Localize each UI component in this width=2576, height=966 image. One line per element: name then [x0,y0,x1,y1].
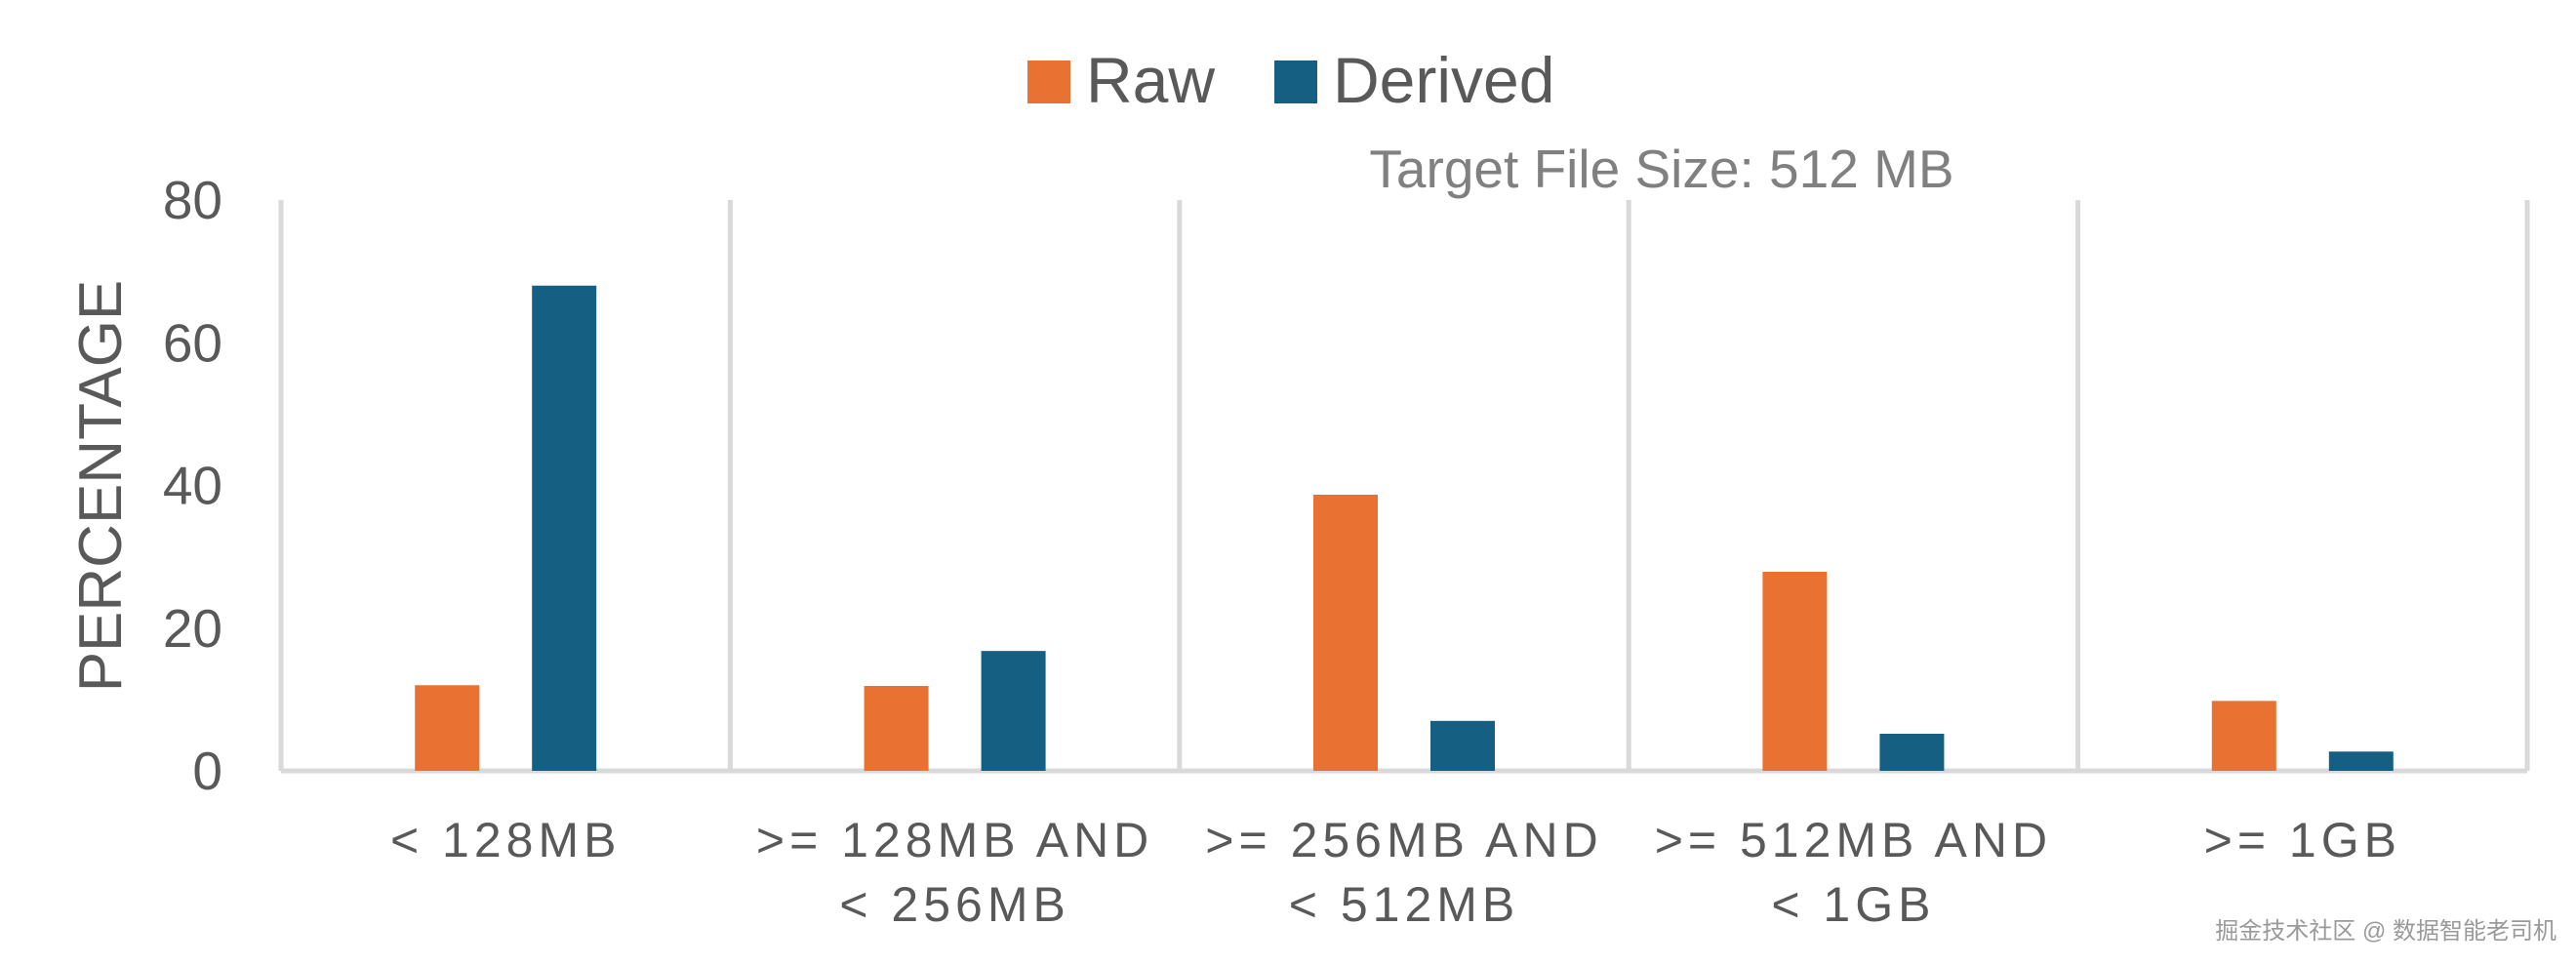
x-category-label: >= 128MB AND [756,813,1153,867]
y-tick-label: 20 [163,598,222,659]
y-tick-label: 40 [163,456,222,516]
bar-derived-2 [981,651,1046,771]
category-separators [278,200,2530,771]
bar-derived-5 [2328,751,2394,771]
x-category-label: >= 256MB AND [1205,813,1602,867]
y-tick-label: 0 [192,741,222,801]
bar-raw-4 [1762,571,1828,771]
x-category-label: < 256MB [839,877,1070,932]
bar-raw-1 [415,685,480,771]
watermark: 掘金技术社区 @ 数据智能老司机 [2215,918,2556,945]
bar-raw-2 [864,685,929,771]
bar-derived-3 [1430,720,1495,771]
legend-label-raw: Raw [1086,44,1215,116]
x-category-label: >= 512MB AND [1655,813,2052,867]
x-category-label: < 1GB [1771,877,1935,932]
y-axis-ticks: 0 20 40 60 80 [163,170,222,801]
x-axis-categories: < 128MB >= 128MB AND < 256MB >= 256MB AND < … [390,813,2401,932]
y-tick-label: 80 [163,170,222,230]
legend-swatch-derived [1274,60,1317,103]
x-category-label: >= 1GB [2204,813,2401,867]
legend-swatch-raw [1027,60,1070,103]
x-category-label: < 128MB [390,813,622,867]
bars [415,285,2394,771]
bar-derived-1 [532,285,597,771]
x-category-label: < 512MB [1289,877,1520,932]
legend: Raw Derived [1027,44,1554,116]
bar-derived-4 [1879,733,1945,771]
chart-annotation: Target File Size: 512 MB [1369,139,1953,199]
legend-label-derived: Derived [1333,44,1554,116]
bar-raw-5 [2211,701,2276,771]
y-tick-label: 60 [163,312,222,373]
bar-raw-3 [1313,495,1378,771]
y-axis-label: PERCENTAGE [67,280,135,693]
